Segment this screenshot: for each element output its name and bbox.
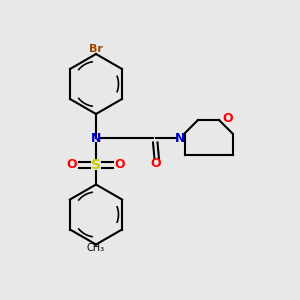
Text: O: O <box>115 158 125 172</box>
Text: Br: Br <box>89 44 103 55</box>
Text: O: O <box>223 112 233 125</box>
Text: N: N <box>91 131 101 145</box>
Text: CH₃: CH₃ <box>87 243 105 254</box>
Text: S: S <box>91 158 101 172</box>
Text: O: O <box>67 158 77 172</box>
Text: N: N <box>175 131 185 145</box>
Text: O: O <box>151 157 161 170</box>
